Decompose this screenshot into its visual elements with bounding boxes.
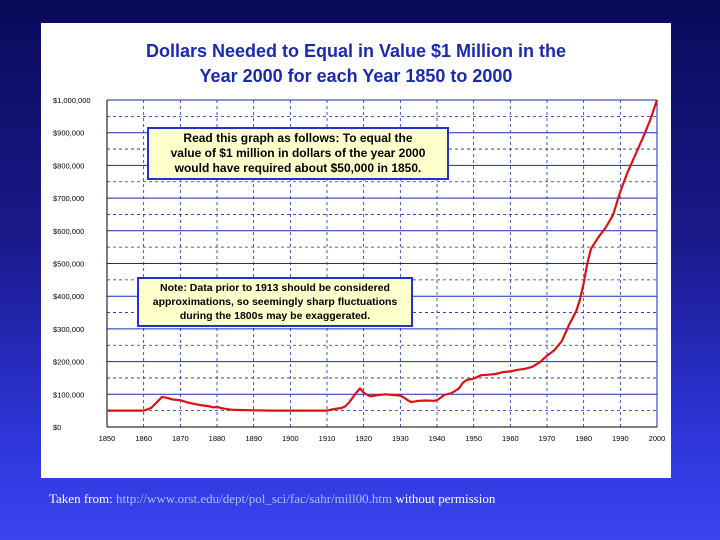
credit-suffix: without permission bbox=[392, 491, 496, 506]
x-tick-label: 1940 bbox=[429, 434, 446, 443]
reading-note-line: value of $1 million in dollars of the ye… bbox=[170, 146, 426, 160]
caveat-note-line: during the 1800s may be exaggerated. bbox=[179, 310, 371, 322]
x-tick-label: 1880 bbox=[209, 434, 226, 443]
reading-note: Read this graph as follows: To equal the… bbox=[147, 127, 449, 180]
caveat-note-line: Note: Data prior to 1913 should be consi… bbox=[160, 282, 390, 294]
x-tick-label: 1930 bbox=[392, 434, 409, 443]
x-tick-label: 1950 bbox=[465, 434, 482, 443]
reading-note-line: Read this graph as follows: To equal the bbox=[183, 131, 413, 145]
data-caveat-note: Note: Data prior to 1913 should be consi… bbox=[137, 277, 413, 327]
x-tick-label: 1980 bbox=[575, 434, 592, 443]
y-tick-label: $300,000 bbox=[53, 325, 84, 334]
y-tick-label: $900,000 bbox=[53, 129, 84, 138]
x-tick-label: 1990 bbox=[612, 434, 629, 443]
x-tick-label: 1900 bbox=[282, 434, 299, 443]
y-tick-label: $200,000 bbox=[53, 358, 84, 367]
x-tick-label: 1920 bbox=[355, 434, 372, 443]
x-tick-label: 1860 bbox=[135, 434, 152, 443]
x-tick-label: 2000 bbox=[649, 434, 666, 443]
y-tick-label: $700,000 bbox=[53, 194, 84, 203]
y-tick-label: $0 bbox=[53, 423, 61, 432]
chart-panel: $0 $100,000 $200,000 $300,000 $400,000 $500,0… bbox=[41, 23, 671, 478]
y-tick-label: $400,000 bbox=[53, 292, 84, 301]
reading-note-line: would have required about $50,000 in 185… bbox=[174, 161, 422, 175]
y-tick-label: $600,000 bbox=[53, 227, 84, 236]
y-tick-label: $1,000,000 bbox=[53, 96, 91, 105]
y-tick-label: $100,000 bbox=[53, 390, 84, 399]
credit-prefix: Taken from: bbox=[49, 491, 116, 506]
y-tick-label: $500,000 bbox=[53, 260, 84, 269]
x-tick-label: 1890 bbox=[245, 434, 262, 443]
x-tick-label: 1970 bbox=[539, 434, 556, 443]
line-chart: $0 $100,000 $200,000 $300,000 $400,000 $500,0… bbox=[53, 96, 666, 443]
chart-title-line1: Dollars Needed to Equal in Value $1 Mill… bbox=[145, 41, 567, 61]
chart-title-line2: Year 2000 for each Year 1850 to 2000 bbox=[199, 66, 513, 86]
caveat-note-line: approximations, so seemingly sharp fluct… bbox=[152, 296, 398, 308]
series-line bbox=[107, 99, 659, 412]
x-tick-label: 1850 bbox=[99, 434, 116, 443]
x-tick-label: 1870 bbox=[172, 434, 189, 443]
source-credit: Taken from: http://www.orst.edu/dept/pol… bbox=[49, 491, 495, 507]
y-tick-label: $800,000 bbox=[53, 161, 84, 170]
x-tick-label: 1910 bbox=[319, 434, 336, 443]
x-tick-label: 1960 bbox=[502, 434, 519, 443]
source-url-link[interactable]: http://www.orst.edu/dept/pol_sci/fac/sah… bbox=[115, 491, 393, 506]
